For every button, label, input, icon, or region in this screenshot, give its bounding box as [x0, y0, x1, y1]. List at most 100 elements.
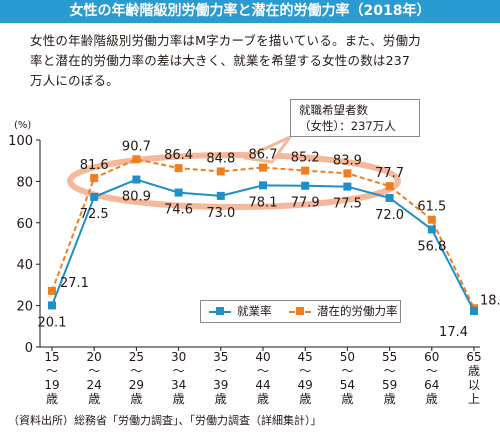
- data-label-potential: 61.5: [417, 200, 446, 215]
- x-tick-label: 20 〜 24 歳: [87, 350, 102, 406]
- x-tick-label-part: 54: [340, 378, 355, 392]
- point-potential: [427, 215, 436, 224]
- data-label-potential: 84.8: [206, 151, 235, 166]
- point-potential: [301, 166, 310, 175]
- data-label-employment: 77.5: [333, 197, 362, 212]
- x-tick-label-part: 29: [129, 378, 144, 392]
- data-label-employment: 80.9: [122, 190, 151, 205]
- description-line-2: 率と潜在的労働力率の差は大きく、就業を希望する女性の数は237: [30, 53, 411, 68]
- description: 女性の年齢階級別労働力率はM字カーブを描いている。また、労働力 率と潜在的労働力…: [30, 31, 492, 91]
- x-tick-label-part: 歳: [341, 392, 353, 406]
- x-tick-label: 40 〜 44 歳: [255, 350, 270, 406]
- x-tick-label-part: 〜: [173, 364, 185, 378]
- data-label-employment: 74.6: [164, 203, 193, 218]
- y-tick-label: 20: [16, 300, 33, 315]
- data-label-potential: 86.7: [249, 148, 278, 163]
- x-tick-label-part: 歳: [299, 392, 311, 406]
- y-tick-label: 60: [16, 217, 33, 232]
- x-tick-label-part: 上: [468, 392, 480, 406]
- legend-potential-label: 潜在的労働力率: [317, 304, 398, 318]
- x-tick-label-part: 50: [340, 350, 355, 364]
- legend-employment-marker: [216, 307, 224, 315]
- data-label-employment: 72.0: [375, 208, 404, 223]
- x-tick-label-part: 〜: [46, 364, 58, 378]
- x-tick-label-part: 歳: [88, 392, 100, 406]
- point-employment: [48, 301, 56, 310]
- x-tick-label-part: 〜: [215, 364, 227, 378]
- x-tick-label-part: 44: [255, 378, 270, 392]
- x-tick-label-part: 59: [382, 378, 397, 392]
- chart-title: 女性の年齢階級別労働力率と潜在的労働力率（2018年）: [0, 0, 500, 23]
- x-tick-label-part: 64: [424, 378, 439, 392]
- x-tick-label-part: 歳: [257, 392, 269, 406]
- data-label-employment: 72.5: [80, 207, 109, 222]
- x-tick-label-part: 〜: [257, 364, 269, 378]
- data-label-potential: 90.7: [122, 139, 151, 154]
- x-tick-label-part: 40: [255, 350, 270, 364]
- x-tick-label-part: 歳: [215, 392, 227, 406]
- point-employment: [259, 181, 267, 190]
- data-label-employment: 77.9: [291, 196, 320, 211]
- legend-employment-label: 就業率: [237, 304, 272, 318]
- x-tick-label-part: 19: [44, 378, 59, 392]
- x-tick-label-part: 〜: [341, 364, 353, 378]
- point-employment: [385, 193, 394, 202]
- x-tick-label-part: 15: [44, 350, 59, 364]
- y-axis-unit: (%): [14, 120, 31, 131]
- x-tick-label-part: 歳: [173, 392, 185, 406]
- point-employment: [216, 191, 225, 200]
- x-tick-label: 45 〜 49 歳: [298, 350, 313, 406]
- point-employment: [132, 175, 141, 184]
- x-tick-label: 35 〜 39 歳: [213, 350, 228, 406]
- x-tick-label-part: 20: [87, 350, 102, 364]
- point-potential: [343, 169, 352, 178]
- data-label-employment: 20.1: [38, 315, 67, 330]
- description-line-3: 万人にのぼる。: [30, 73, 119, 88]
- x-tick-label-part: 24: [87, 378, 102, 392]
- data-label-potential: 18.7: [480, 293, 500, 308]
- x-tick-label: 15 〜 19 歳: [44, 350, 59, 406]
- x-tick-label-part: 〜: [426, 364, 438, 378]
- y-tick-label: 40: [16, 258, 33, 273]
- x-tick-label-part: 〜: [88, 364, 100, 378]
- x-tick-label-part: 歳: [384, 392, 396, 406]
- x-tick-label-part: 45: [298, 350, 313, 364]
- x-tick-label: 65 歳以上: [466, 350, 481, 406]
- data-label-potential: 86.4: [164, 148, 193, 163]
- point-potential: [385, 182, 394, 191]
- data-label-employment: 78.1: [249, 195, 278, 210]
- callout-pointer: [243, 135, 292, 164]
- x-tick-label-part: 49: [298, 378, 313, 392]
- point-employment: [343, 182, 352, 191]
- description-line-1: 女性の年齢階級別労働力率はM字カーブを描いている。また、労働力: [30, 33, 421, 48]
- legend-item-potential: 潜在的労働力率: [289, 301, 399, 322]
- x-tick-label-part: 〜: [130, 364, 142, 378]
- chart-legend: 就業率 潜在的労働力率: [200, 300, 401, 323]
- point-employment: [470, 306, 478, 315]
- data-label-potential: 27.1: [60, 276, 89, 291]
- x-tick-label-part: 25: [129, 350, 144, 364]
- point-potential: [259, 163, 267, 172]
- x-tick-label-part: 歳: [426, 392, 438, 406]
- data-label-employment: 17.4: [439, 325, 468, 340]
- point-potential: [132, 155, 141, 164]
- point-employment: [90, 192, 99, 201]
- data-label-employment: 73.0: [206, 206, 235, 221]
- x-tick-label-part: 55: [382, 350, 397, 364]
- y-tick-label: 80: [16, 175, 33, 190]
- x-tick-label-part: 歳: [468, 364, 480, 378]
- point-employment: [427, 225, 436, 234]
- data-label-potential: 77.7: [375, 166, 404, 181]
- y-tick-label: 100: [8, 134, 33, 149]
- x-tick-label: 30 〜 34 歳: [171, 350, 186, 406]
- x-tick-label-part: 30: [171, 350, 186, 364]
- point-employment: [174, 188, 183, 197]
- job-seekers-callout: 就職希望者数 （女性）：237万人: [290, 99, 420, 137]
- x-tick-label: 60 〜 64 歳: [424, 350, 439, 406]
- highlight-ellipse: [67, 152, 401, 210]
- legend-item-employment: 就業率: [209, 301, 289, 322]
- x-tick-label: 50 〜 54 歳: [340, 350, 355, 406]
- point-employment: [301, 181, 310, 190]
- data-label-potential: 81.6: [80, 158, 109, 173]
